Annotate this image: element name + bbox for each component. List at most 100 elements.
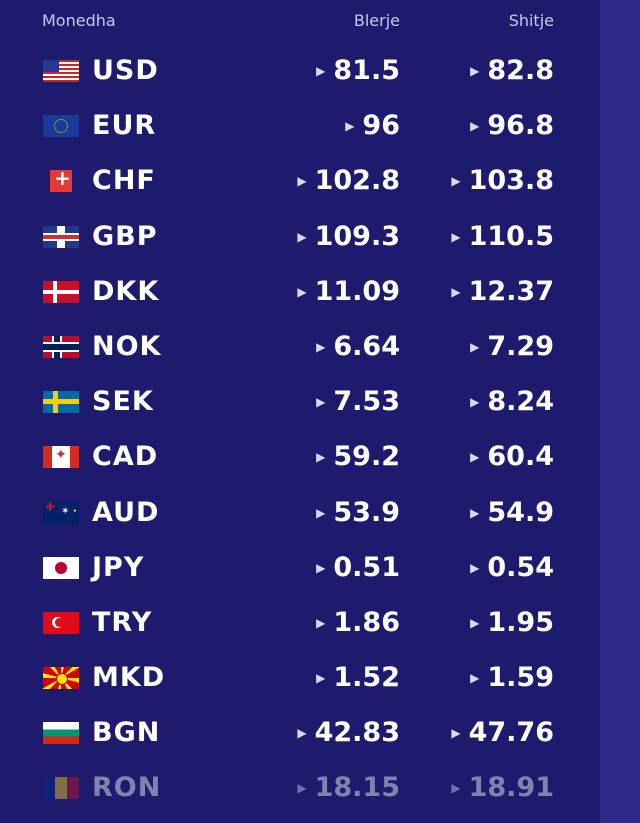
buy-rate: ▶ 81.5 — [316, 55, 400, 86]
ch-flag-icon — [43, 170, 79, 193]
buy-rate: ▶ 6.64 — [316, 331, 400, 362]
buy-rate: ▶ 53.9 — [316, 497, 400, 528]
sell-value: 47.76 — [468, 717, 554, 749]
buy-value: 42.83 — [314, 717, 400, 749]
ro-flag-icon — [43, 777, 79, 800]
bg-flag-icon — [43, 722, 79, 745]
caret-right-icon: ▶ — [316, 339, 326, 354]
sell-rate: ▶ 1.59 — [470, 662, 554, 693]
rate-row-chf: CHF ▶ 102.8 ▶ 103.8 — [0, 154, 600, 209]
buy-rate: ▶ 96 — [345, 110, 400, 141]
caret-right-icon: ▶ — [451, 229, 461, 244]
caret-right-icon: ▶ — [470, 560, 480, 575]
caret-right-icon: ▶ — [345, 119, 355, 134]
caret-right-icon: ▶ — [297, 229, 307, 244]
sell-rate: ▶ 103.8 — [451, 165, 554, 196]
sell-value: 60.4 — [487, 441, 554, 473]
currency-code: GBP — [92, 220, 158, 252]
caret-right-icon: ▶ — [470, 339, 480, 354]
rate-row-aud: AUD ▶ 53.9 ▶ 54.9 — [0, 486, 600, 541]
sell-rate: ▶ 8.24 — [470, 386, 554, 417]
buy-rate: ▶ 59.2 — [316, 441, 400, 472]
caret-right-icon: ▶ — [470, 450, 480, 465]
caret-right-icon: ▶ — [470, 395, 480, 410]
header-buy: Blerje — [353, 11, 400, 30]
rate-row-dkk: DKK ▶ 11.09 ▶ 12.37 — [0, 265, 600, 320]
caret-right-icon: ▶ — [316, 671, 326, 686]
caret-right-icon: ▶ — [297, 174, 307, 189]
sell-value: 7.29 — [487, 330, 554, 362]
buy-rate: ▶ 1.86 — [316, 607, 400, 638]
caret-right-icon: ▶ — [470, 505, 480, 520]
buy-value: 96 — [362, 110, 400, 142]
buy-value: 1.52 — [333, 662, 400, 694]
caret-right-icon: ▶ — [297, 284, 307, 299]
caret-right-icon: ▶ — [451, 781, 461, 796]
currency-code: AUD — [92, 496, 160, 528]
rate-row-jpy: JPY ▶ 0.51 ▶ 0.54 — [0, 541, 600, 596]
sell-value: 8.24 — [487, 386, 554, 418]
caret-right-icon: ▶ — [316, 505, 326, 520]
rate-row-gbp: GBP ▶ 109.3 ▶ 110.5 — [0, 210, 600, 265]
caret-right-icon: ▶ — [316, 560, 326, 575]
currency-code: CAD — [92, 441, 159, 473]
gb-flag-icon — [43, 225, 79, 248]
rate-row-eur: EUR ▶ 96 ▶ 96.8 — [0, 99, 600, 154]
buy-rate: ▶ 102.8 — [297, 165, 400, 196]
sell-value: 54.9 — [487, 496, 554, 528]
buy-rate: ▶ 1.52 — [316, 662, 400, 693]
buy-rate: ▶ 11.09 — [297, 276, 400, 307]
rates-list: USD ▶ 81.5 ▶ 82.8 EUR ▶ 96 ▶ 96.8 CHF ▶ 102.8… — [0, 44, 600, 817]
sell-rate: ▶ 110.5 — [451, 221, 554, 252]
buy-value: 81.5 — [333, 55, 400, 86]
rate-row-usd: USD ▶ 81.5 ▶ 82.8 — [0, 44, 600, 99]
sell-value: 0.54 — [487, 551, 554, 583]
sell-value: 18.91 — [468, 772, 554, 804]
side-panel-edge — [600, 0, 640, 823]
eu-flag-icon — [43, 115, 79, 138]
currency-code: USD — [92, 55, 159, 86]
rate-row-ron: RON ▶ 18.15 ▶ 18.91 — [0, 761, 600, 816]
us-flag-icon — [43, 60, 79, 82]
caret-right-icon: ▶ — [316, 615, 326, 630]
rate-row-try: TRY ▶ 1.86 ▶ 1.95 — [0, 596, 600, 651]
ca-flag-icon — [43, 446, 79, 469]
sell-rate: ▶ 1.95 — [470, 607, 554, 638]
buy-value: 53.9 — [333, 496, 400, 528]
sell-value: 82.8 — [487, 55, 554, 86]
buy-rate: ▶ 0.51 — [316, 552, 400, 583]
sell-value: 96.8 — [487, 110, 554, 142]
buy-value: 0.51 — [333, 551, 400, 583]
buy-value: 59.2 — [333, 441, 400, 473]
caret-right-icon: ▶ — [451, 284, 461, 299]
currency-code: NOK — [92, 330, 162, 362]
caret-right-icon: ▶ — [316, 450, 326, 465]
caret-right-icon: ▶ — [470, 671, 480, 686]
caret-right-icon: ▶ — [451, 726, 461, 741]
buy-rate: ▶ 42.83 — [297, 717, 400, 748]
currency-code: EUR — [92, 110, 157, 142]
currency-code: BGN — [92, 717, 161, 749]
rate-row-nok: NOK ▶ 6.64 ▶ 7.29 — [0, 320, 600, 375]
caret-right-icon: ▶ — [297, 781, 307, 796]
buy-value: 102.8 — [314, 165, 400, 197]
buy-value: 18.15 — [314, 772, 400, 804]
buy-rate: ▶ 109.3 — [297, 221, 400, 252]
dk-flag-icon — [43, 280, 79, 303]
table-header: Monedha Blerje Shitje — [0, 0, 600, 44]
buy-value: 6.64 — [333, 330, 400, 362]
currency-code: CHF — [92, 165, 156, 197]
buy-value: 11.09 — [314, 275, 400, 307]
currency-code: JPY — [92, 551, 145, 583]
sell-value: 1.59 — [487, 662, 554, 694]
caret-right-icon: ▶ — [297, 726, 307, 741]
rate-row-mkd: MKD ▶ 1.52 ▶ 1.59 — [0, 651, 600, 706]
buy-rate: ▶ 18.15 — [297, 772, 400, 803]
currency-code: RON — [92, 772, 162, 804]
caret-right-icon: ▶ — [470, 615, 480, 630]
currency-code: SEK — [92, 386, 154, 418]
sell-value: 110.5 — [468, 220, 554, 252]
caret-right-icon: ▶ — [451, 174, 461, 189]
sell-rate: ▶ 96.8 — [470, 110, 554, 141]
buy-rate: ▶ 7.53 — [316, 386, 400, 417]
